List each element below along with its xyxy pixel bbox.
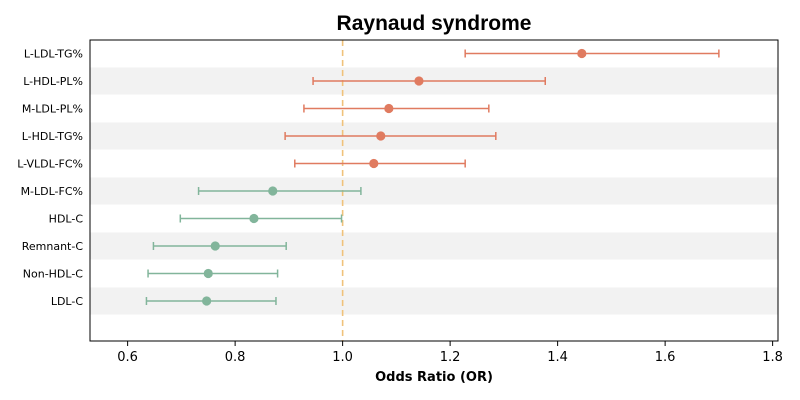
y-tick-label: L-HDL-TG% — [22, 130, 83, 143]
row-bands — [90, 67, 778, 315]
or-point — [203, 268, 213, 279]
x-tick-label: 0.8 — [225, 350, 246, 365]
x-tick-label: 1.0 — [332, 350, 353, 365]
or-point — [369, 158, 379, 169]
x-tick-label: 1.6 — [655, 350, 676, 365]
y-tick-label: Non-HDL-C — [23, 268, 84, 281]
x-tick-label: 0.6 — [117, 350, 138, 365]
y-tick-label: Remnant-C — [22, 240, 84, 253]
or-point — [577, 48, 587, 59]
x-axis-label: Odds Ratio (OR) — [375, 370, 493, 385]
x-tick-label: 1.2 — [440, 350, 461, 365]
x-tick-label: 1.4 — [547, 350, 568, 365]
plot-frame — [89, 39, 779, 342]
or-point — [202, 296, 212, 306]
y-tick-label: L-LDL-TG% — [24, 48, 83, 61]
y-tick-label: M-LDL-PL% — [22, 103, 83, 116]
or-point — [249, 213, 259, 224]
y-tick-label: M-LDL-FC% — [21, 185, 83, 198]
odds-ratio-marks — [145, 48, 720, 306]
y-tick-label: L-HDL-PL% — [23, 75, 83, 88]
or-point — [210, 241, 220, 251]
y-tick-label: LDL-C — [51, 295, 84, 308]
or-point — [414, 76, 424, 86]
y-axis-labels: L-LDL-TG% L-HDL-PL% M-LDL-PL% L-HDL-TG% L-VL… — [17, 48, 83, 309]
y-tick-label: L-VLDL-FC% — [17, 158, 83, 171]
x-tick-label: 1.8 — [762, 350, 783, 365]
x-axis: 0.6 0.8 1.0 1.2 1.4 1.6 1.8 — [117, 341, 783, 365]
or-point — [268, 186, 278, 196]
row-band — [90, 177, 778, 205]
chart-title: Raynaud syndrome — [337, 12, 532, 35]
y-tick-label: HDL-C — [49, 213, 84, 226]
or-point — [384, 103, 394, 114]
or-point — [376, 131, 386, 141]
